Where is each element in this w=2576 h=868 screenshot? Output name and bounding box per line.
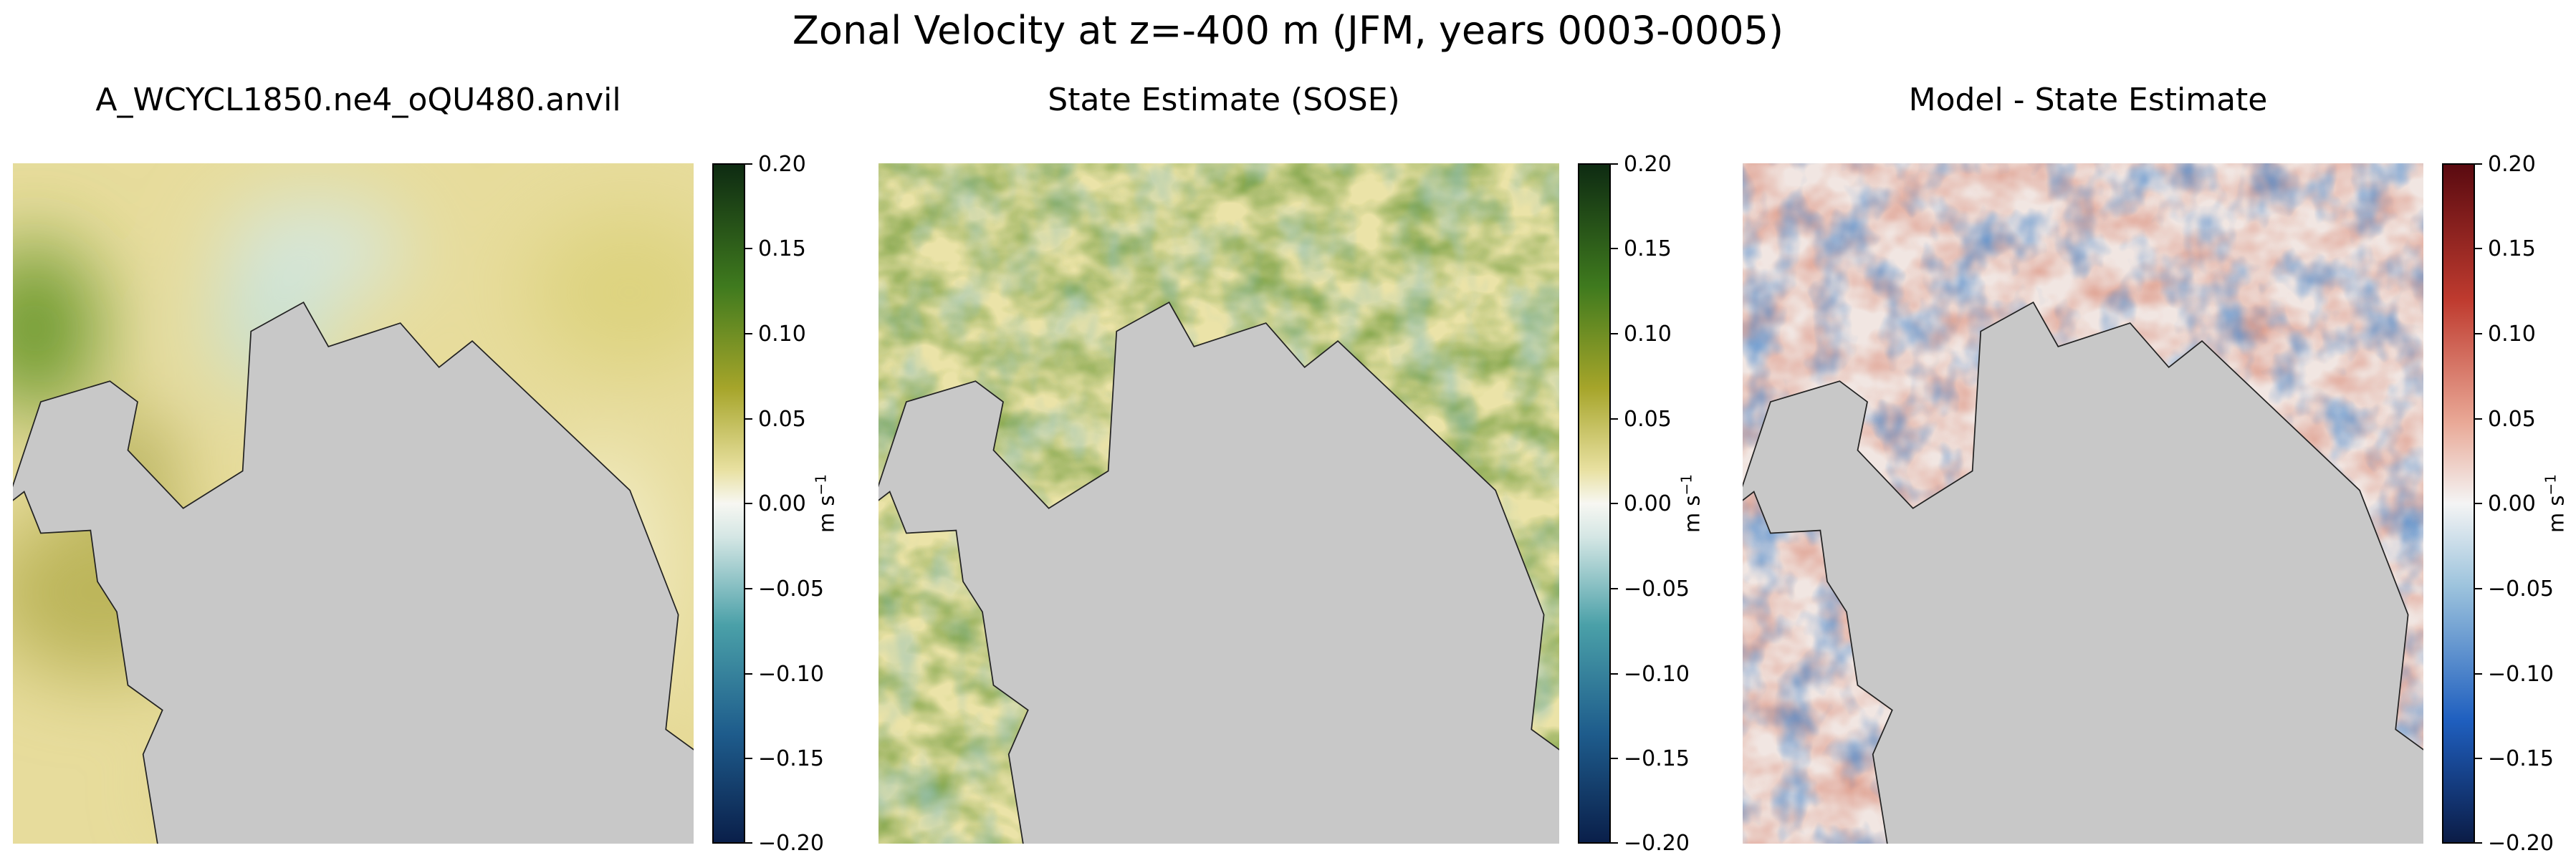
tick-label: −0.10 [2488, 662, 2554, 687]
colorbar [712, 163, 745, 844]
antarctica-landmass [13, 301, 694, 844]
panel-title: Model - State Estimate [1908, 82, 2268, 118]
tick-label: −0.20 [758, 831, 824, 856]
tick-label: −0.05 [2488, 577, 2554, 602]
antarctica-landmass [878, 301, 1559, 844]
map-model [13, 163, 694, 844]
velocity-map [13, 163, 694, 844]
tick-label: −0.20 [1624, 831, 1690, 856]
tick-label: 0.15 [2488, 236, 2536, 261]
tick-label: 0.00 [1624, 491, 1672, 516]
tick-label: 0.10 [2488, 322, 2536, 347]
difference-map [1743, 163, 2423, 844]
colorbar-unit: m s−1 [2542, 473, 2569, 534]
colorbar [2442, 163, 2475, 844]
tick-label: −0.10 [758, 662, 824, 687]
colorbar-ticks [745, 163, 752, 844]
tick-label: −0.05 [758, 577, 824, 602]
tick-label: −0.15 [758, 746, 824, 771]
colorbar-unit: m s−1 [812, 473, 839, 534]
colorbar-ticks [2475, 163, 2482, 844]
tick-label: 0.00 [2488, 491, 2536, 516]
tick-label: 0.20 [2488, 152, 2536, 177]
tick-label: 0.05 [2488, 407, 2536, 432]
map-difference [1743, 163, 2423, 844]
tick-label: −0.10 [1624, 662, 1690, 687]
figure-title: Zonal Velocity at z=-400 m (JFM, years 0… [792, 8, 1784, 53]
colorbar [1578, 163, 1611, 844]
tick-label: 0.15 [1624, 236, 1672, 261]
tick-label: −0.05 [1624, 577, 1690, 602]
tick-label: 0.20 [758, 152, 806, 177]
map-state-estimate [878, 163, 1559, 844]
tick-label: 0.00 [758, 491, 806, 516]
tick-label: 0.20 [1624, 152, 1672, 177]
colorbar-ticks [1611, 163, 1618, 844]
panel-model: A_WCYCL1850.ne4_oQU480.anvil [0, 0, 838, 868]
tick-label: −0.20 [2488, 831, 2554, 856]
panel-title: State Estimate (SOSE) [1048, 82, 1400, 118]
velocity-map [878, 163, 1559, 844]
tick-label: 0.15 [758, 236, 806, 261]
tick-label: −0.15 [1624, 746, 1690, 771]
panel-title: A_WCYCL1850.ne4_oQU480.anvil [95, 82, 621, 118]
panel-difference: Model - State Estimate [1730, 0, 2568, 868]
panel-state-estimate: State Estimate (SOSE) [866, 0, 1704, 868]
tick-label: 0.10 [758, 322, 806, 347]
tick-label: −0.15 [2488, 746, 2554, 771]
tick-label: 0.05 [1624, 407, 1672, 432]
tick-label: 0.05 [758, 407, 806, 432]
tick-label: 0.10 [1624, 322, 1672, 347]
antarctica-landmass [1743, 301, 2423, 844]
colorbar-unit: m s−1 [1677, 473, 1705, 534]
